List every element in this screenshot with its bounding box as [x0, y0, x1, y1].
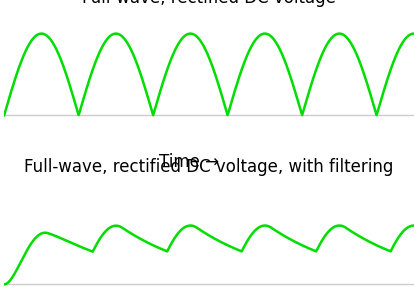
Text: Full-wave, rectified DC voltage: Full-wave, rectified DC voltage [82, 0, 336, 7]
Text: Time →: Time → [158, 153, 219, 171]
Text: Full-wave, rectified DC voltage, with filtering: Full-wave, rectified DC voltage, with fi… [24, 158, 394, 176]
